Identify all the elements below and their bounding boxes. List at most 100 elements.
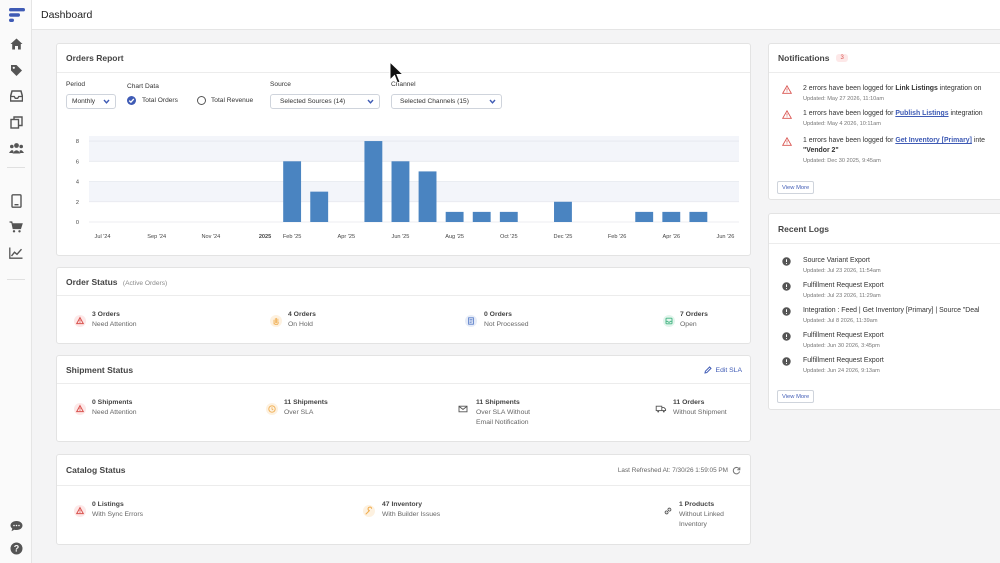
- stat-value: 0 Shipments: [92, 399, 133, 406]
- stat-label: With Builder Issues: [382, 510, 441, 518]
- status-stat[interactable]: 11 Shipments Over SLA Without Email Notifi…: [476, 399, 530, 428]
- stat-label: With Sync Errors: [92, 510, 143, 518]
- bar[interactable]: [310, 191, 329, 222]
- period-label: Period: [66, 81, 86, 88]
- catalog-status-title: Catalog Status: [66, 465, 126, 475]
- stat-label: Need Attention: [92, 320, 137, 328]
- home-icon[interactable]: [8, 36, 24, 52]
- x-tick-label: Feb '25: [283, 234, 301, 240]
- notifications-view-more-button[interactable]: View More: [777, 181, 815, 194]
- x-tick-label: Dec '25: [554, 234, 573, 240]
- notification-integration-link[interactable]: Publish Listings: [895, 110, 949, 117]
- x-tick-label: Aug '25: [445, 234, 464, 240]
- bar[interactable]: [689, 211, 708, 222]
- cart-icon[interactable]: [8, 219, 24, 235]
- chat-icon[interactable]: [8, 518, 24, 534]
- stat-label: On Hold: [288, 320, 313, 328]
- info-icon: [782, 307, 791, 316]
- status-stat[interactable]: 0 Orders Not Processed: [484, 311, 529, 330]
- log-text: Fulfillment Request Export: [803, 282, 884, 289]
- trending-icon[interactable]: [8, 245, 24, 261]
- inbox-icon: [663, 315, 675, 327]
- chart-data-label: Chart Data: [127, 83, 159, 90]
- x-tick-label: Apr '25: [338, 234, 356, 240]
- x-tick-label: Nov '24: [201, 234, 220, 240]
- y-tick-label: 6: [76, 159, 79, 165]
- bar[interactable]: [445, 211, 464, 222]
- grid-band: [89, 136, 739, 142]
- page-title: Dashboard: [41, 9, 93, 21]
- total-orders-radio[interactable]: [127, 96, 136, 105]
- notification-integration-link[interactable]: Get Inventory [Primary]: [895, 137, 972, 144]
- period-select[interactable]: Monthly: [66, 94, 116, 109]
- order-status-subtitle: (Active Orders): [122, 280, 168, 287]
- source-select-value: Selected Sources (14): [280, 98, 346, 105]
- bar[interactable]: [554, 201, 572, 222]
- info-icon: [782, 257, 791, 266]
- stat-value: 1 Products: [679, 501, 715, 508]
- total-revenue-radio[interactable]: [197, 96, 206, 105]
- x-tick-label: Sep '24: [147, 234, 166, 240]
- status-stat[interactable]: 47 Inventory With Builder Issues: [382, 501, 440, 520]
- x-tick-label: Jun '26: [717, 234, 735, 240]
- status-stat[interactable]: 1 Products Without Linked Inventory: [679, 501, 724, 530]
- stat-value: 0 Listings: [92, 501, 124, 508]
- users-icon[interactable]: [8, 140, 24, 156]
- x-tick-label: Jul '24: [95, 234, 111, 240]
- period-select-value: Monthly: [72, 98, 96, 105]
- stat-label: Not Processed: [484, 320, 529, 328]
- notification-text-line2: "Vendor 2": [803, 147, 839, 154]
- notification-text: 1 errors have been logged for Get Invent…: [803, 137, 985, 144]
- order-status-title-text: Order Status: [66, 277, 118, 287]
- stat-value: 7 Orders: [680, 311, 708, 318]
- notifications-count-badge: 3: [836, 54, 848, 62]
- status-stat[interactable]: 3 Orders Need Attention: [92, 311, 137, 330]
- status-stat[interactable]: 11 Orders Without Shipment: [673, 399, 727, 418]
- source-select[interactable]: Selected Sources (14): [270, 94, 380, 109]
- bar[interactable]: [499, 211, 518, 222]
- x-tick-label: 2025: [259, 234, 271, 240]
- bar[interactable]: [364, 141, 383, 222]
- device-icon[interactable]: [8, 193, 24, 209]
- recent-logs-view-more-button[interactable]: View More: [777, 390, 815, 403]
- status-stat[interactable]: 4 Orders On Hold: [288, 311, 316, 330]
- log-text: Fulfillment Request Export: [803, 332, 884, 339]
- help-icon[interactable]: ?: [8, 540, 24, 556]
- grid-band: [89, 141, 739, 162]
- channel-select[interactable]: Selected Channels (15): [391, 94, 502, 109]
- status-stat[interactable]: 0 Shipments Need Attention: [92, 399, 137, 418]
- total-revenue-label[interactable]: Total Revenue: [211, 97, 254, 104]
- status-stat[interactable]: 0 Listings With Sync Errors: [92, 501, 143, 520]
- status-stat[interactable]: 7 Orders Open: [680, 311, 708, 330]
- copy-icon[interactable]: [8, 114, 24, 130]
- refresh-icon[interactable]: [732, 466, 741, 475]
- warning-icon: [74, 505, 86, 517]
- inbox-icon[interactable]: [8, 88, 24, 104]
- bar[interactable]: [662, 211, 681, 222]
- notification-text-suffix: integration on: [937, 85, 982, 92]
- mail-icon: [457, 403, 469, 415]
- sidebar-divider: [7, 167, 25, 168]
- bar[interactable]: [635, 211, 654, 222]
- notification-text: 2 errors have been logged for Link Listi…: [803, 85, 982, 92]
- log-date: Updated: Jul 8 2026, 11:39am: [803, 318, 878, 324]
- edit-sla-button[interactable]: Edit SLA: [703, 366, 742, 374]
- tag-icon[interactable]: [8, 62, 24, 78]
- notification-integration-link[interactable]: Link Listings: [895, 85, 938, 92]
- bar[interactable]: [283, 161, 302, 222]
- bar[interactable]: [418, 171, 437, 222]
- notification-text-prefix: 1 errors have been logged for: [803, 110, 896, 117]
- stat-label: Over SLA: [284, 408, 314, 416]
- bar[interactable]: [472, 211, 491, 222]
- document-icon: [465, 315, 477, 327]
- warning-icon: [782, 137, 792, 146]
- recent-logs-header: Recent Logs: [769, 214, 1000, 244]
- y-tick-label: 8: [76, 139, 79, 145]
- total-orders-label[interactable]: Total Orders: [142, 97, 178, 104]
- y-tick-label: 4: [76, 180, 79, 186]
- app-logo[interactable]: [8, 7, 26, 23]
- warning-icon: [74, 315, 86, 327]
- status-stat[interactable]: 11 Shipments Over SLA: [284, 399, 328, 418]
- notification-text-suffix: inte: [971, 137, 985, 144]
- bar[interactable]: [391, 161, 410, 222]
